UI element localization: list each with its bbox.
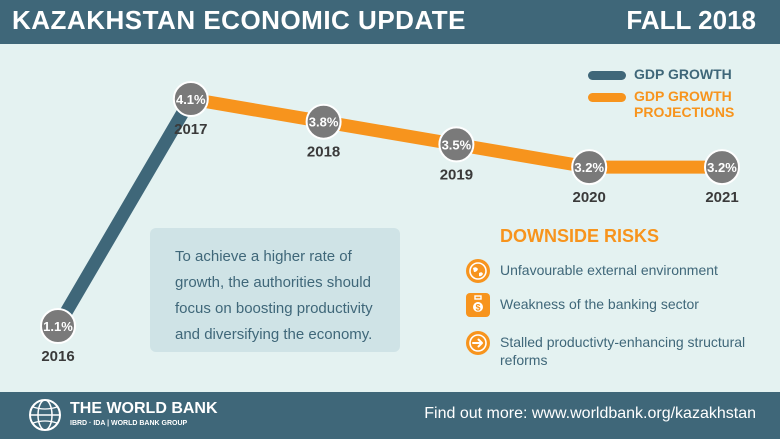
world-bank-logo xyxy=(29,399,61,431)
data-point-2020 xyxy=(571,149,608,186)
arrow-right-icon xyxy=(466,331,490,355)
risk-text-reforms: Stalled productivty-enhancing structural… xyxy=(500,334,746,368)
legend-swatch-gdp-projections xyxy=(588,93,626,102)
risk-text-external: Unfavourable external environment xyxy=(500,262,718,278)
series-line-gdp-growth xyxy=(51,92,198,333)
risk-text-banking: Weakness of the banking sector xyxy=(500,296,699,312)
x-tick-label-2016: 2016 xyxy=(41,348,74,365)
x-tick-label-2021: 2021 xyxy=(705,189,738,206)
data-label-2016: 1.1% xyxy=(43,319,73,334)
legend-swatch-gdp-growth xyxy=(588,71,626,80)
data-label-2020: 3.2% xyxy=(574,160,604,175)
legend-label-gdp-growth: GDP GROWTH xyxy=(634,66,732,82)
data-point-2019 xyxy=(438,126,475,163)
gdp-growth-chart: 1.1% 2016 4.1% 2017 3.8% 2018 3.5% 2019 3.2% 2020… xyxy=(40,81,740,365)
svg-text:$: $ xyxy=(475,303,480,313)
downside-risks-title: DOWNSIDE RISKS xyxy=(500,226,660,246)
header-bar: KAZAKHSTAN ECONOMIC UPDATE FALL 2018 xyxy=(0,0,780,44)
data-label-2017: 4.1% xyxy=(176,92,206,107)
legend-label-gdp-projections: GDP GROWTH PROJECTIONS xyxy=(634,88,735,120)
x-tick-label-2019: 2019 xyxy=(440,166,473,183)
data-label-2018: 3.8% xyxy=(309,115,339,130)
more-info-link[interactable]: Find out more: www.worldbank.org/kazakhs… xyxy=(424,405,756,422)
globe-icon xyxy=(466,259,490,283)
callout-text: To achieve a higher rate of growth, the … xyxy=(175,248,373,343)
data-point-2018 xyxy=(305,103,342,140)
x-tick-label-2017: 2017 xyxy=(174,121,207,138)
policy-callout: To achieve a higher rate of growth, the … xyxy=(150,228,400,352)
x-tick-label-2018: 2018 xyxy=(307,144,340,161)
org-name: THE WORLD BANK xyxy=(70,400,218,417)
data-point-2021 xyxy=(704,149,740,186)
footer-bar: THE WORLD BANK IBRD · IDA | WORLD BANK G… xyxy=(0,392,780,439)
briefcase-dollar-icon: $ xyxy=(466,293,490,317)
edition-label: FALL 2018 xyxy=(626,5,756,35)
data-label-2021: 3.2% xyxy=(707,160,737,175)
data-label-2019: 3.5% xyxy=(442,137,472,152)
data-point-2016 xyxy=(40,308,76,344)
x-tick-label-2020: 2020 xyxy=(573,189,606,206)
org-subtitle: IBRD · IDA | WORLD BANK GROUP xyxy=(70,420,188,427)
data-point-2017 xyxy=(172,81,209,117)
page-title: KAZAKHSTAN ECONOMIC UPDATE xyxy=(12,5,467,35)
